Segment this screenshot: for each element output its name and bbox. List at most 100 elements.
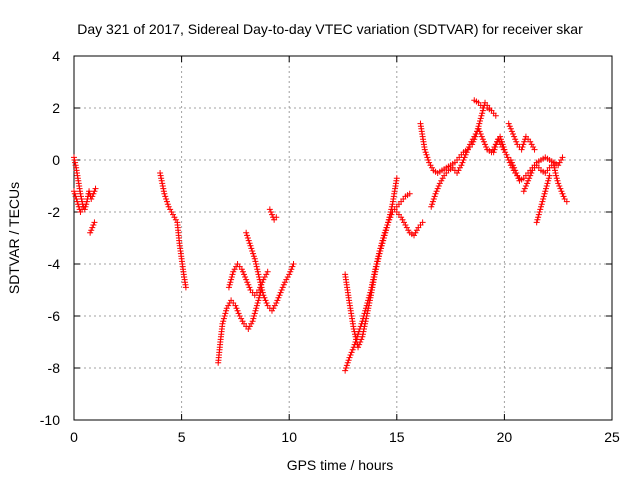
data-point (374, 261, 381, 267)
data-point (557, 185, 564, 192)
data-point (550, 159, 557, 166)
data-point (455, 167, 462, 174)
data-point (80, 203, 87, 210)
data-point (283, 276, 290, 283)
series-arc-6 (243, 229, 297, 314)
data-point (254, 300, 261, 306)
data-point (513, 138, 520, 145)
data-point (380, 237, 387, 244)
data-point (239, 318, 246, 325)
data-point (497, 141, 504, 148)
data-point (379, 240, 386, 247)
data-point (245, 326, 252, 332)
data-point (274, 297, 281, 304)
data-point (476, 120, 483, 127)
data-point (356, 341, 363, 348)
data-point (494, 136, 501, 143)
series-arc-11 (417, 99, 493, 176)
data-point (374, 258, 381, 265)
data-point (90, 222, 97, 228)
data-point (241, 271, 248, 278)
data-point (559, 190, 566, 197)
data-point (555, 180, 562, 187)
data-point (236, 313, 243, 319)
data-point (476, 128, 483, 135)
data-point (477, 131, 484, 137)
data-point (508, 128, 515, 135)
data-point (512, 136, 519, 143)
data-point (359, 333, 366, 340)
data-point (425, 157, 432, 163)
data-point (229, 271, 236, 278)
data-point (507, 157, 514, 163)
data-point (460, 157, 467, 163)
data-point (429, 201, 436, 208)
data-point (482, 141, 489, 148)
data-point (378, 245, 385, 252)
y-tick-label: -2 (48, 204, 61, 220)
data-point (219, 320, 226, 327)
data-point (351, 331, 358, 338)
data-point (231, 266, 238, 273)
data-point (364, 310, 371, 317)
data-point (357, 339, 364, 345)
data-point (402, 222, 409, 228)
series-arc-2 (87, 219, 98, 236)
data-point (72, 193, 79, 200)
data-point (221, 313, 228, 319)
data-point (554, 177, 561, 184)
data-point (375, 255, 382, 262)
data-point (527, 172, 534, 179)
data-point (246, 323, 253, 330)
data-point (399, 216, 406, 223)
data-point (280, 281, 287, 288)
data-point (254, 266, 261, 273)
data-point (243, 229, 250, 236)
x-tick-label: 20 (497, 429, 513, 445)
data-point (355, 344, 362, 351)
data-point (160, 185, 167, 192)
data-point (256, 294, 263, 301)
series-arc-19 (520, 159, 557, 195)
data-point (483, 144, 490, 150)
data-point (182, 284, 189, 291)
data-point (159, 180, 166, 187)
data-point (400, 219, 407, 226)
data-point (525, 177, 532, 184)
data-point (372, 266, 379, 273)
data-point (492, 144, 499, 150)
data-point (353, 336, 360, 343)
data-point (428, 203, 435, 210)
x-tick-label: 5 (178, 429, 186, 445)
data-point (273, 300, 280, 306)
data-point (522, 183, 529, 189)
data-point (540, 193, 547, 200)
data-point (541, 190, 548, 197)
data-point (381, 232, 388, 239)
data-point (245, 237, 252, 244)
data-point (385, 216, 392, 223)
y-tick-label: -4 (48, 256, 61, 272)
data-point (556, 183, 563, 189)
data-point (349, 346, 356, 353)
data-point (537, 203, 544, 210)
data-point (348, 349, 355, 356)
data-point (171, 214, 178, 221)
data-point (242, 274, 249, 280)
data-point (383, 227, 390, 234)
data-point (169, 211, 176, 218)
data-point (275, 294, 282, 301)
series-arc-4 (215, 287, 265, 366)
data-point (88, 196, 95, 202)
data-point (342, 367, 349, 374)
data-point (83, 201, 90, 208)
data-point (71, 157, 78, 163)
data-point (226, 281, 233, 288)
data-point (424, 154, 431, 161)
data-point (544, 180, 551, 187)
data-point (252, 307, 259, 314)
data-point (560, 193, 567, 200)
x-tick-label: 10 (281, 429, 297, 445)
data-point (479, 136, 486, 143)
